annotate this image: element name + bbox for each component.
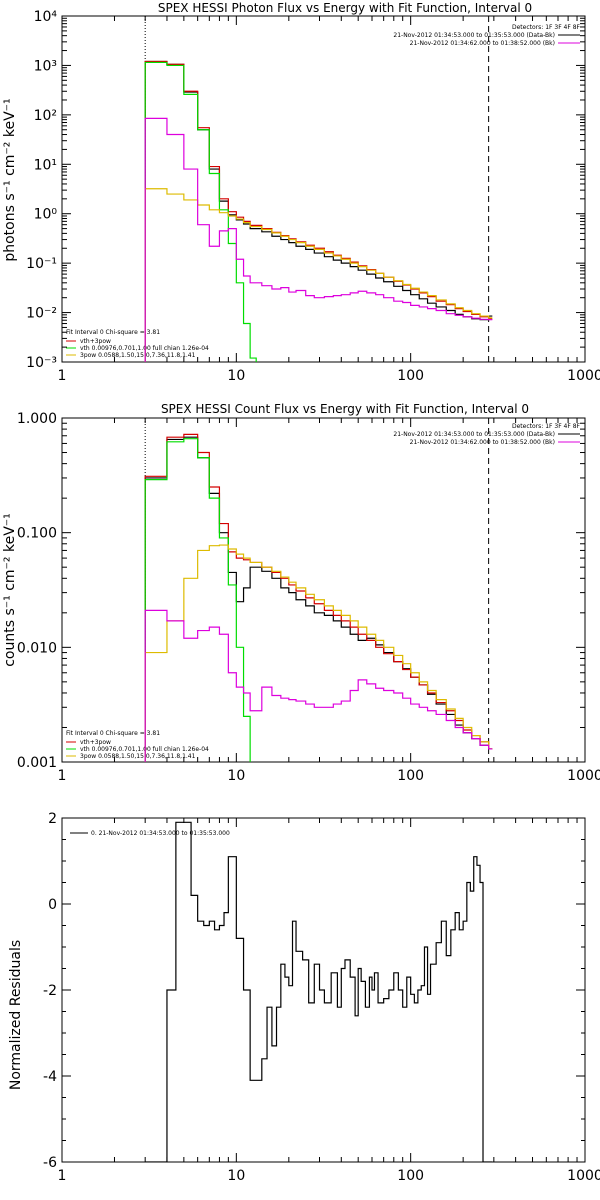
panel3-ytick-label: -2	[43, 983, 57, 999]
panel2-legend-detectors: Detectors: 1F 3F 4F 8F	[512, 423, 581, 430]
panel3-ytick-label: 0	[48, 897, 57, 913]
panel2-fit-legend-1: vth+3pow	[80, 739, 111, 746]
panel3-ylabel: Normalized Residuals	[8, 940, 24, 1090]
panel1-fit-legend-2: vth 0.00976,0.701,1.00 full chian 1.26e-…	[80, 345, 209, 352]
panel1-title: SPEX HESSI Photon Flux vs Energy with Fi…	[158, 1, 532, 15]
residuals-panel: Normalized Residuals 0. 21-Nov-2012 01:3…	[8, 830, 230, 1090]
panel2-ytick-label: 1.000	[17, 411, 57, 427]
panel2-xtick-label: 10	[227, 768, 245, 784]
panel1-xtick-label: 1000	[567, 368, 600, 384]
panel1-series-3	[144, 188, 493, 362]
panel2-xtick-label: 1000	[567, 768, 600, 784]
panel2-xtick-label: 1	[58, 768, 67, 784]
panel2-legend-bk: 21-Nov-2012 01:34:62.000 to 01:38:52.000…	[410, 439, 555, 446]
panel2-fit-legend-3: 3pow 0.0588,1.50,15.0,7.36,11.8,1.41	[80, 753, 196, 760]
panel3-ytick-label: 2	[48, 811, 57, 827]
panel3-ytick-label: -6	[43, 1155, 57, 1171]
panel3-xtick-label: 1	[58, 1168, 67, 1184]
panel2-ytick-label: 0.001	[17, 755, 57, 771]
panel1-xtick-label: 1	[58, 368, 67, 384]
panel2-ylabel: counts s⁻¹ cm⁻² keV⁻¹	[2, 513, 18, 667]
panel2-series-3	[144, 544, 493, 762]
photon-flux-panel: SPEX HESSI Photon Flux vs Energy with Fi…	[2, 1, 581, 359]
panel1-ytick-label: 10⁰	[34, 207, 58, 223]
panel2-series-2	[144, 438, 251, 762]
panel1-ytick-label: 10²	[34, 108, 57, 124]
panel1-ylabel: photons s⁻¹ cm⁻² keV⁻¹	[2, 98, 18, 261]
panel1-ytick-label: 10¹	[34, 157, 57, 173]
panel3-xtick-label: 1000	[567, 1168, 600, 1184]
panel1-legend-data: 21-Nov-2012 01:34:53.000 to 01:35:53.000…	[393, 32, 555, 39]
panel2-series-1	[144, 433, 493, 762]
panel3-xtick-label: 100	[397, 1168, 424, 1184]
panel1-fit-legend-title: Fit Interval 0 Chi-square = 3.81	[66, 329, 160, 336]
panel1-xtick-label: 100	[397, 368, 424, 384]
panel2-ytick-label: 0.100	[17, 526, 57, 542]
panel1-legend-detectors: Detectors: 1F 3F 4F 8F	[512, 24, 581, 31]
panel2-frame	[61, 417, 586, 763]
panel2-ytick-label: 0.010	[17, 640, 57, 656]
panel1-ytick-label: 10⁻³	[26, 355, 57, 371]
panel1-series-2	[144, 61, 257, 362]
panel1-legend-bk: 21-Nov-2012 01:34:62.000 to 01:38:52.000…	[410, 40, 555, 47]
panel1-ytick-label: 10⁻²	[26, 306, 57, 322]
panel1-xtick-label: 10	[227, 368, 245, 384]
panel2-fit-legend-2: vth 0.00976,0.701,1.00 full chian 1.26e-…	[80, 746, 209, 753]
panel1-ytick-label: 10³	[34, 58, 57, 74]
panel2-series-4	[144, 609, 493, 762]
count-flux-panel: SPEX HESSI Count Flux vs Energy with Fit…	[2, 402, 581, 760]
panel2-legend-data: 21-Nov-2012 01:34:53.000 to 01:35:53.000…	[393, 431, 555, 438]
panel3-legend-text: 0. 21-Nov-2012 01:34:53.000 to 01:35:53.…	[91, 830, 230, 837]
panel1-fit-legend-3: 3pow 0.0588,1.50,15.0,7.36,11.8,1.41	[80, 352, 196, 359]
panel1-frame	[61, 15, 586, 363]
panel3-ytick-label: -4	[43, 1069, 57, 1085]
panel2-title: SPEX HESSI Count Flux vs Energy with Fit…	[161, 402, 529, 416]
panel1-fit-legend-1: vth+3pow	[80, 338, 111, 345]
panel1-series-4	[144, 117, 493, 362]
panel1-ytick-label: 10⁻¹	[26, 256, 57, 272]
panel2-xtick-label: 100	[397, 768, 424, 784]
panel1-ytick-label: 10⁴	[34, 9, 58, 25]
panel2-fit-legend-title: Fit Interval 0 Chi-square = 3.81	[66, 730, 160, 737]
panel3-series-0	[145, 821, 493, 1162]
panel3-xtick-label: 10	[227, 1168, 245, 1184]
